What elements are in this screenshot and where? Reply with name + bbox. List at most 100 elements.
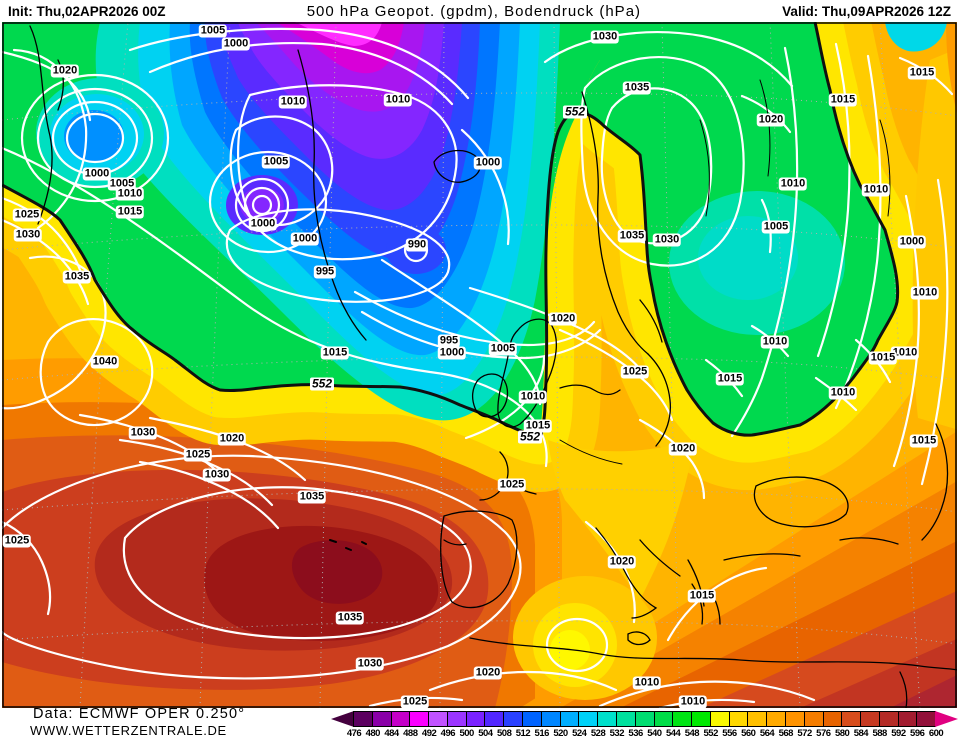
pressure-label: 995 <box>313 265 337 279</box>
pressure-label: 1030 <box>355 657 385 671</box>
scale-tick: 560 <box>741 728 756 739</box>
pressure-label: 1030 <box>652 233 682 247</box>
scale-cell <box>841 711 862 727</box>
scale-cell <box>597 711 617 727</box>
scale-arrow-right <box>935 711 958 727</box>
pressure-label: 1000 <box>473 156 503 170</box>
scale-cell <box>916 711 937 727</box>
scale-cell <box>578 711 599 727</box>
azores-high-fill <box>2 358 562 708</box>
scale-cell <box>446 711 467 727</box>
scale-cell <box>503 711 524 727</box>
scale-tick: 512 <box>515 728 531 739</box>
pressure-label: 1010 <box>518 390 548 404</box>
pressure-label: 1025 <box>183 448 213 462</box>
pressure-label: 1035 <box>335 611 365 625</box>
pressure-label: 1035 <box>297 490 327 504</box>
scale-cell <box>428 711 448 727</box>
pressure-label: 1005 <box>198 24 228 38</box>
pressure-label: 1020 <box>217 432 247 446</box>
scale-tick: 500 <box>459 728 474 739</box>
scale-tick: 480 <box>365 728 381 739</box>
scale-cell <box>709 711 730 727</box>
scale-cell <box>728 711 749 727</box>
scale-tick: 508 <box>497 728 512 739</box>
pressure-label: 1020 <box>607 555 637 569</box>
pressure-label: 1020 <box>50 64 80 78</box>
scale-cell <box>803 711 824 727</box>
scale-cell <box>465 711 486 727</box>
pressure-label: 1015 <box>523 419 553 433</box>
height-label: 552 <box>517 429 543 444</box>
pressure-label: 1010 <box>678 695 708 709</box>
pressure-label: 1040 <box>90 355 120 369</box>
scale-tick: 520 <box>553 728 568 739</box>
scale-tick: 544 <box>665 728 681 739</box>
scale-tick: 576 <box>816 728 831 739</box>
scale-tick: 528 <box>590 728 606 739</box>
pressure-label: 1030 <box>13 228 43 242</box>
scale-tick: 496 <box>440 728 456 739</box>
pressure-label: 1035 <box>617 229 647 243</box>
header-bar: Init: Thu,02APR2026 00Z 500 hPa Geopot. … <box>0 0 959 22</box>
pressure-label: 1015 <box>115 205 145 219</box>
scale-cell <box>860 711 880 727</box>
scale-tick: 572 <box>797 728 812 739</box>
scale-tick: 488 <box>403 728 418 739</box>
pressure-label: 1010 <box>861 183 891 197</box>
pressure-label: 1025 <box>497 478 527 492</box>
pressure-label: 1020 <box>668 442 698 456</box>
pressure-label: 1010 <box>760 335 790 349</box>
pressure-label: 1010 <box>278 95 308 109</box>
pressure-label: 1005 <box>261 155 291 169</box>
scale-tick: 548 <box>684 728 700 739</box>
scale-arrow-left <box>331 711 354 727</box>
pressure-label: 995 <box>437 334 461 348</box>
pressure-label: 1025 <box>2 534 32 548</box>
height-label: 552 <box>309 376 335 391</box>
pressure-label: 1015 <box>907 66 937 80</box>
pressure-label: 1005 <box>488 342 518 356</box>
pressure-label: 1030 <box>590 30 620 44</box>
pressure-label: 1015 <box>715 372 745 386</box>
pressure-label: 1000 <box>290 232 320 246</box>
scale-tick: 492 <box>421 728 437 739</box>
map-border <box>2 22 957 708</box>
pressure-label: 1030 <box>202 468 232 482</box>
latlon-grid <box>2 22 957 708</box>
pressure-label: 1015 <box>828 93 858 107</box>
scale-cell <box>522 711 542 727</box>
pressure-label: 1025 <box>620 365 650 379</box>
scale-cell <box>878 711 899 727</box>
pressure-label: 1020 <box>473 666 503 680</box>
pressure-label: 1020 <box>548 312 578 326</box>
pressure-label: 1010 <box>890 346 920 360</box>
scale-cell <box>784 711 805 727</box>
scale-tick: 476 <box>346 728 362 739</box>
scale-cell <box>634 711 655 727</box>
pressure-label: 1005 <box>107 177 137 191</box>
scale-cell <box>822 711 843 727</box>
pressure-label: 1000 <box>82 167 112 181</box>
pressure-label: 1030 <box>128 426 158 440</box>
scale-tick: 484 <box>384 728 399 739</box>
scale-cell <box>540 711 561 727</box>
pressure-label: 1010 <box>910 286 940 300</box>
pressure-label: 1010 <box>778 177 808 191</box>
valid-time: Valid: Thu,09APR2026 12Z <box>782 3 951 19</box>
scale-tick: 596 <box>910 728 925 739</box>
pressure-label: 1025 <box>400 695 430 709</box>
scale-tick: 588 <box>872 728 887 739</box>
scale-tick: 532 <box>609 728 625 739</box>
scale-cell <box>766 711 786 727</box>
pressure-label: 1010 <box>115 187 145 201</box>
data-source: Data: ECMWF OPER 0.250° <box>33 706 246 722</box>
pressure-label: 1025 <box>12 208 42 222</box>
scale-cell <box>691 711 711 727</box>
scale-tick: 580 <box>834 728 850 739</box>
scale-tick: 524 <box>572 728 587 739</box>
scale-cell <box>409 711 430 727</box>
scale-tick: 592 <box>891 728 906 739</box>
